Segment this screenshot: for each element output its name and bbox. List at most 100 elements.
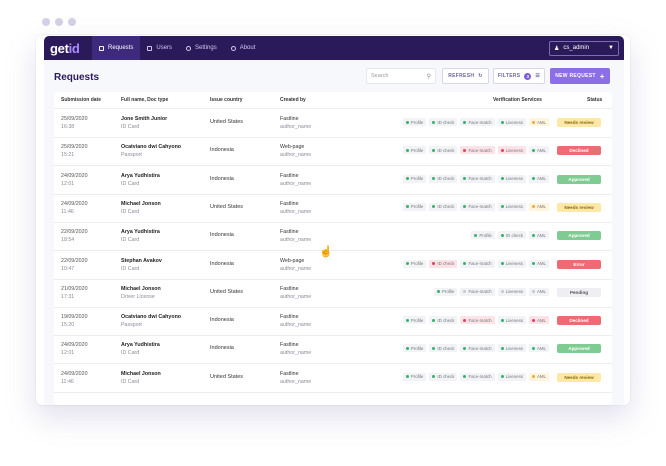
table-row[interactable]: 21/09/2020 17:31 Michael Jonson Driver Lice… [54, 279, 612, 308]
search-input[interactable]: Search ⚲ [366, 68, 436, 84]
status-dot-icon [500, 375, 504, 379]
requests-table: Submission date Full name, Doc type Issu… [54, 92, 612, 405]
nav-settings[interactable]: Settings [179, 36, 224, 60]
table-row[interactable]: 24/09/2020 12:01 Arya Yudhistira ID Card Ind… [54, 335, 612, 365]
verification-chip: Profile [402, 118, 427, 126]
created-by: Fastline [280, 314, 299, 321]
submission-date: 25/09/2020 [61, 144, 88, 151]
verification-chip: Profile [402, 316, 427, 325]
full-name: Arya Yudhistira [121, 229, 160, 236]
plus-icon: + [599, 71, 605, 81]
full-name: Ocatviano dwi Cahyono [121, 144, 182, 151]
status-badge: Needs review [557, 202, 601, 212]
table-row[interactable]: 25/09/2020 15:21 Ocatviano dwi Cahyono Pass… [54, 137, 612, 167]
verification-chip: AML [528, 231, 549, 240]
verification-chip-label: Liveness [505, 147, 523, 153]
nav-about[interactable]: About [224, 36, 263, 60]
verification-services: Profile ID check Face-match Liveness AML [402, 259, 549, 268]
verification-chip: Profile [402, 372, 427, 381]
issue-country: Indonesia [210, 232, 234, 239]
verification-services: Profile ID check Face-match Liveness AML [402, 372, 549, 381]
table-row[interactable]: 24/09/2020 11:46 Michael Jonson ID Card Unit… [54, 194, 612, 223]
status-dot-icon [463, 148, 467, 152]
cell-name: Ocatviano dwi Cahyono Passport [121, 143, 181, 159]
verification-chip-label: Profile [410, 261, 424, 266]
table-row[interactable]: 22/09/2020 10:47 Stephan Avakov ID Card Indo… [54, 251, 612, 280]
status-badge: Declined [557, 146, 601, 156]
table-row[interactable]: 22/09/2020 18:54 Arya Yudhistira ID Card Ind… [54, 222, 612, 252]
verification-chip: Face-match [460, 259, 495, 268]
cell-created: Fastline author_name [280, 370, 311, 386]
verification-chip: Profile [402, 146, 427, 155]
submission-date: 24/09/2020 [61, 370, 88, 377]
search-icon: ⚲ [426, 73, 431, 80]
status-dot-icon [500, 262, 504, 265]
status-dot-icon [405, 262, 409, 265]
cell-created: Fastline author_name [280, 285, 311, 301]
verification-chip-label: Face-match [468, 147, 492, 153]
author-name: author_name [280, 293, 312, 300]
cell-date: 22/09/2020 10:47 [61, 257, 88, 273]
user-menu[interactable]: ♟ cs_admin ▼ [549, 40, 619, 56]
header-created[interactable]: Created by [280, 97, 306, 103]
full-name: Jone Smith Junior [121, 116, 168, 122]
verification-chip-label: Profile [410, 345, 424, 351]
verification-chip-label: ID check [437, 345, 455, 351]
table-row[interactable]: 19/09/2020 15:20 Ocatviano dwi Cahyono Pass… [54, 307, 612, 337]
status-dot-icon [432, 375, 436, 379]
nav-requests[interactable]: Requests [92, 36, 141, 60]
filters-button[interactable]: FILTERS 3 ☰ [493, 68, 545, 84]
table-row[interactable]: 24/09/2020 12:01 Arya Yudhistira ID Card Ind… [54, 166, 612, 195]
status-dot-icon [531, 120, 535, 124]
logo[interactable]: getid [50, 41, 92, 56]
verification-services: Profile Face-match Liveness AML [433, 287, 549, 296]
submission-date: 22/09/2020 [61, 229, 88, 236]
verification-chip: Liveness [497, 174, 526, 183]
submission-time: 12:01 [61, 350, 75, 357]
verification-chip: ID check [429, 174, 458, 183]
status-dot-icon [405, 148, 409, 152]
nav-label: About [239, 45, 256, 51]
new-request-button[interactable]: NEW REQUEST + [550, 68, 610, 84]
verification-chip: AML [528, 287, 549, 296]
verification-chip-label: Face-match [468, 204, 492, 210]
verification-chip: Face-match [460, 146, 495, 155]
table-row[interactable]: 25/09/2020 16:38 Jone Smith Junior ID Card U… [54, 109, 612, 138]
header-name[interactable]: Full name, Doc type [121, 97, 169, 103]
verification-chip: Liveness [497, 259, 526, 268]
window-dot [68, 18, 76, 26]
submission-date: 25/09/2020 [61, 116, 88, 122]
refresh-button[interactable]: REFRESH ↻ [442, 68, 489, 84]
verification-chip-label: Profile [410, 204, 424, 210]
search-placeholder: Search [371, 73, 389, 79]
gear-icon [186, 45, 192, 51]
author-name: author_name [280, 180, 312, 187]
table-header: Submission date Full name, Doc type Issu… [54, 92, 612, 109]
cell-date: 19/09/2020 15:20 [61, 313, 88, 329]
author-name: author_name [280, 152, 312, 159]
status-dot-icon [405, 375, 409, 379]
verification-chip: AML [528, 118, 549, 126]
status-dot-icon [432, 346, 436, 350]
submission-date: 24/09/2020 [61, 172, 88, 179]
verification-chip-label: Liveness [505, 204, 523, 210]
user-name: cs_admin [563, 45, 590, 51]
header-country[interactable]: Issue country [210, 97, 243, 103]
verification-chip: Profile [402, 344, 427, 353]
doc-type: ID Card [121, 208, 140, 215]
issue-country: Indonesia [210, 317, 234, 324]
nav-users[interactable]: Users [140, 36, 179, 60]
header-status[interactable]: Status [587, 97, 603, 103]
author-name: author_name [280, 378, 312, 385]
created-by: Fastline [280, 116, 299, 122]
verification-chip: ID check [429, 316, 458, 325]
grid-icon [99, 45, 104, 51]
verification-services: Profile ID check Face-match Liveness AML [402, 174, 549, 183]
verification-chip-label: Profile [410, 176, 424, 182]
issue-country: Indonesia [210, 345, 234, 352]
header-date[interactable]: Submission date [61, 97, 102, 103]
table-row[interactable]: 24/09/2020 11:46 Michael Jonson ID Card Unit… [54, 364, 612, 393]
submission-time: 12:01 [61, 180, 75, 187]
submission-time: 15:20 [61, 322, 75, 329]
verification-chip-label: AML [536, 317, 546, 323]
